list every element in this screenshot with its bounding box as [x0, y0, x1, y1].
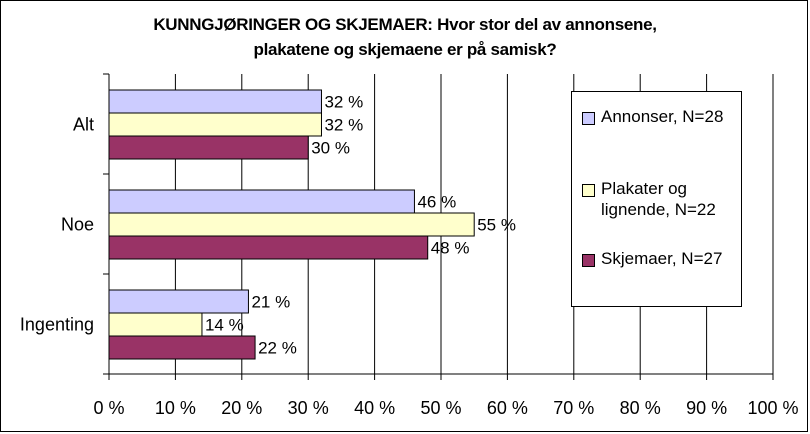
- bars: [108, 89, 475, 360]
- legend-item-annonser: Annonser, N=28: [582, 106, 741, 127]
- legend: Annonser, N=28 Plakater og lignende, N=2…: [571, 91, 742, 307]
- data-label-ingenting-series-1: 21 %: [251, 293, 290, 312]
- chart-title-line-2: plakatene og skjemaene er på samisk?: [253, 40, 557, 59]
- legend-item-skjemaer: Skjemaer, N=27: [582, 248, 741, 269]
- x-tick-label: 0 %: [93, 398, 124, 418]
- legend-swatch-annonser: [582, 112, 595, 125]
- bar-noe-series-1: [108, 189, 415, 214]
- data-label-ingenting-series-2: 14 %: [205, 316, 244, 335]
- bar-ingenting-series-2: [108, 312, 203, 337]
- data-label-alt-series-3: 30 %: [311, 139, 350, 158]
- data-label-noe-series-3: 48 %: [431, 239, 470, 258]
- x-tick-label: 70 %: [553, 398, 594, 418]
- data-label-noe-series-1: 46 %: [417, 193, 456, 212]
- data-labels: 32 % 32 % 30 % 46 % 55 % 48 % 21 % 14 % 22 %: [205, 93, 516, 358]
- data-label-alt-series-2: 32 %: [324, 116, 363, 135]
- legend-swatch-skjemaer: [582, 254, 595, 267]
- legend-item-plakater: Plakater og lignende, N=22: [582, 178, 741, 220]
- data-label-noe-series-2: 55 %: [477, 216, 516, 235]
- x-tick-label: 40 %: [354, 398, 395, 418]
- bar-ingenting-series-1: [108, 289, 249, 314]
- x-tick-label: 10 %: [155, 398, 196, 418]
- bar-noe-series-3: [108, 235, 429, 260]
- x-tick-label: 80 %: [620, 398, 661, 418]
- bar-ingenting-series-3: [108, 335, 256, 360]
- x-tick-label: 20 %: [221, 398, 262, 418]
- data-label-ingenting-series-3: 22 %: [258, 339, 297, 358]
- x-tick-label: 100 %: [747, 398, 798, 418]
- bar-alt-series-1: [108, 89, 322, 114]
- chart-title: KUNNGJØRINGER OG SKJEMAER: Hvor stor del…: [60, 12, 750, 62]
- category-label-noe: Noe: [61, 215, 94, 235]
- legend-label-skjemaer: Skjemaer, N=27: [601, 249, 723, 268]
- bar-noe-series-2: [108, 212, 475, 237]
- legend-label-plakater: Plakater og lignende, N=22: [601, 179, 716, 219]
- bar-alt-series-2: [108, 112, 322, 137]
- chart-title-line-1: KUNNGJØRINGER OG SKJEMAER: Hvor stor del…: [153, 15, 657, 34]
- x-tick-label: 30 %: [288, 398, 329, 418]
- category-label-ingenting: Ingenting: [20, 315, 94, 335]
- data-label-alt-series-1: 32 %: [324, 93, 363, 112]
- category-label-alt: Alt: [73, 115, 94, 135]
- legend-swatch-plakater: [582, 184, 595, 197]
- legend-label-annonser: Annonser, N=28: [601, 107, 724, 126]
- bar-alt-series-3: [108, 135, 309, 160]
- x-tick-label: 90 %: [686, 398, 727, 418]
- x-tick-label: 60 %: [487, 398, 528, 418]
- x-tick-label: 50 %: [420, 398, 461, 418]
- axes: 0 % 10 % 20 % 30 % 40 % 50 % 60 % 70 % 80 % 90 % 1…: [20, 73, 799, 418]
